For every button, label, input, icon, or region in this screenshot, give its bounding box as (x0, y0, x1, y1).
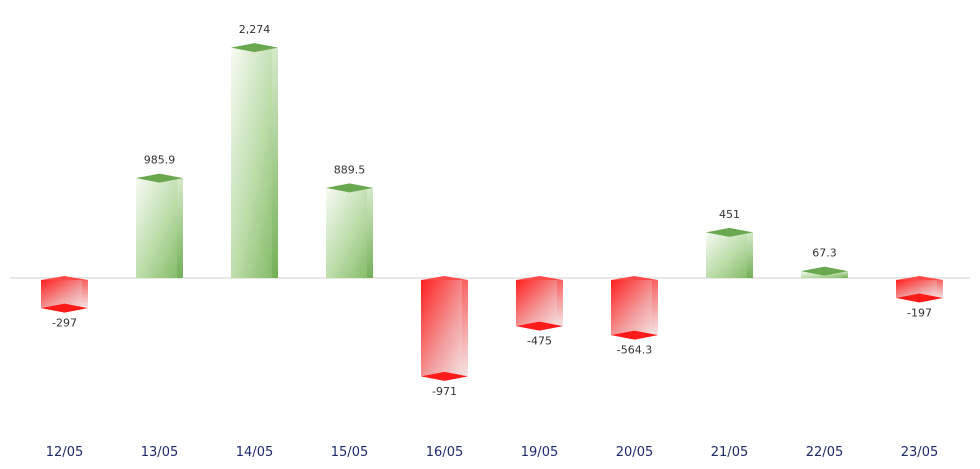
x-tick-label: 19/05 (521, 445, 558, 460)
bar-top (706, 227, 753, 237)
bar-side (462, 280, 468, 377)
x-tick-label: 20/05 (616, 445, 653, 460)
bar-front (41, 280, 88, 309)
x-tick-label: 13/05 (141, 445, 178, 460)
bar-21-05 (706, 227, 753, 278)
bar-bottom (896, 293, 943, 303)
bar-top (801, 266, 848, 276)
x-tick-label: 12/05 (46, 445, 83, 460)
bar-front (706, 232, 753, 278)
bar-16-05 (421, 276, 468, 381)
bar-front (516, 280, 563, 327)
bar-front (326, 187, 373, 278)
bar-side (177, 178, 183, 278)
bar-bottom (611, 330, 658, 340)
bar-bottom (421, 371, 468, 381)
value-label: 2,274 (239, 23, 271, 36)
x-tick-label: 15/05 (331, 445, 368, 460)
value-label: 67.3 (812, 247, 837, 260)
bar-side (937, 280, 943, 298)
value-label: -971 (432, 385, 457, 398)
bar-top (231, 43, 278, 53)
bar-front (231, 47, 278, 278)
value-label: 889.5 (334, 163, 366, 176)
bar-14-05 (231, 43, 278, 278)
bar-front (421, 280, 468, 377)
bar-side (747, 232, 753, 278)
value-label: 451 (719, 208, 740, 221)
bar-12-05 (41, 276, 88, 313)
bar-top (136, 173, 183, 183)
bar-front (136, 178, 183, 278)
value-label: -564.3 (617, 344, 652, 357)
bar-side (272, 47, 278, 278)
bar-side (367, 187, 373, 278)
value-labels-layer: -297 985.9 2,274 889.5 -971 -475 -564.3 451 67.3… (52, 23, 932, 398)
bar-front (896, 280, 943, 298)
bar-bottom (41, 303, 88, 313)
value-label: 985.9 (144, 154, 176, 167)
value-label: -297 (52, 317, 77, 330)
x-tick-label: 22/05 (806, 445, 843, 460)
bar-side (82, 280, 88, 309)
bar-23-05 (896, 276, 943, 303)
bar-22-05 (801, 266, 848, 278)
x-axis-ticks: 12/05 13/05 14/05 15/05 16/05 19/05 20/05 21/05… (46, 445, 938, 460)
bar-15-05 (326, 183, 373, 278)
bar-bottom (516, 321, 563, 331)
x-tick-label: 23/05 (901, 445, 938, 460)
bar-side (652, 280, 658, 336)
bars-layer (41, 43, 943, 381)
bar-top (326, 183, 373, 193)
bar-19-05 (516, 276, 563, 331)
bar-side (842, 271, 848, 278)
bar-20-05 (611, 276, 658, 340)
value-label: -475 (527, 335, 552, 348)
x-tick-label: 14/05 (236, 445, 273, 460)
value-label: -197 (907, 306, 932, 319)
bar-13-05 (136, 173, 183, 278)
bar-side (557, 280, 563, 327)
x-tick-label: 21/05 (711, 445, 748, 460)
bar-front (611, 280, 658, 336)
x-tick-label: 16/05 (426, 445, 463, 460)
